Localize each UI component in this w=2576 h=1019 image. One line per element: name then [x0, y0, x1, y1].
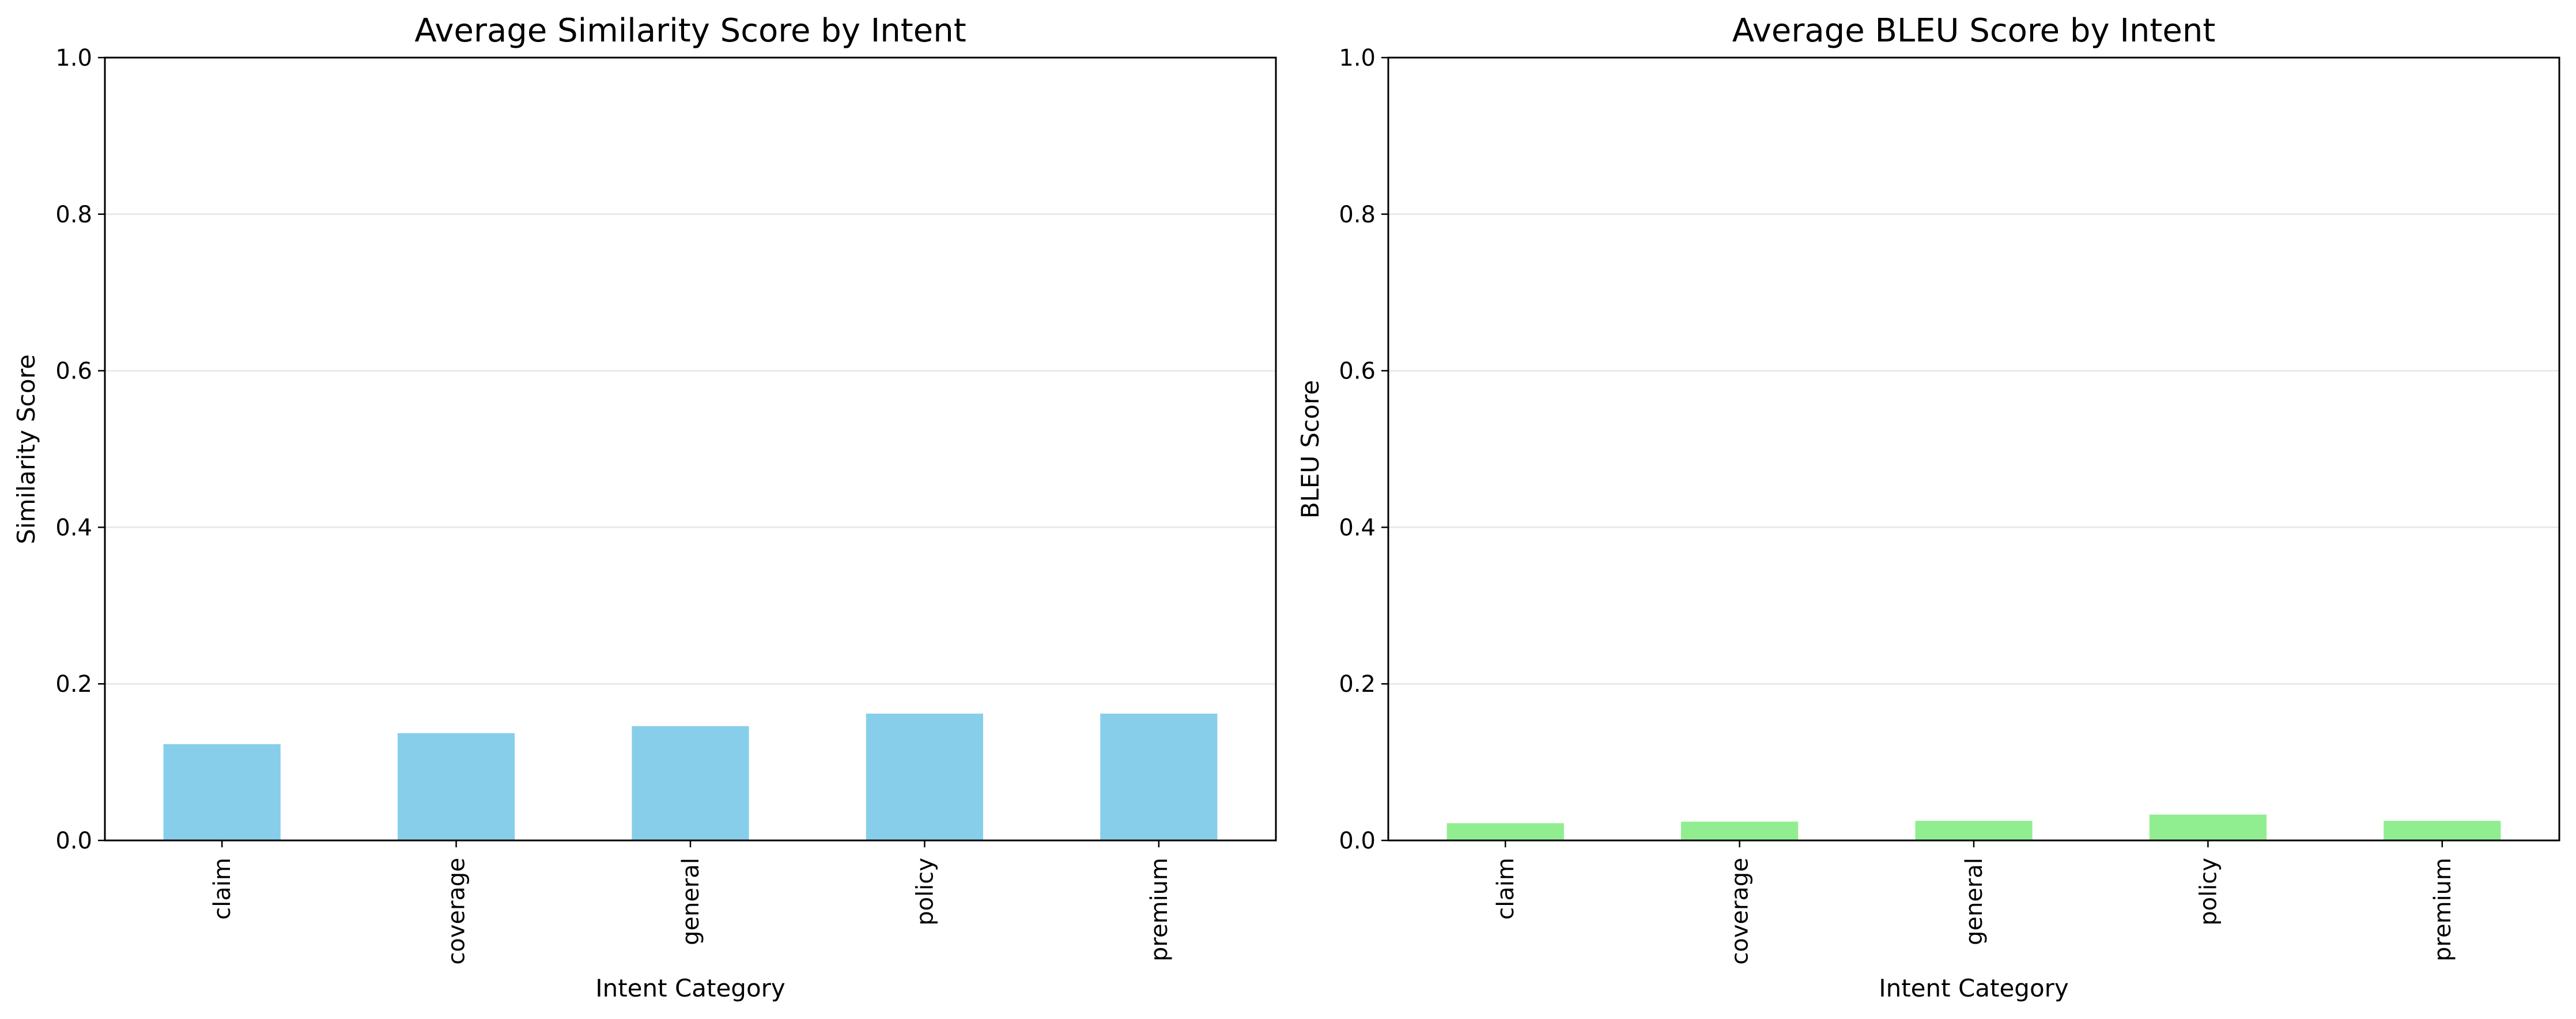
x-tick-label: claim — [1493, 858, 1519, 920]
x-tick-label: general — [1961, 858, 1988, 945]
bar-claim — [1446, 823, 1564, 840]
y-tick-label: 1.0 — [1339, 45, 1376, 71]
bar-coverage — [398, 733, 515, 840]
bar-policy — [866, 713, 983, 840]
bars — [1446, 815, 2501, 840]
y-tick-label: 0.8 — [55, 202, 92, 228]
x-tick-label: general — [678, 858, 704, 945]
bar-premium — [2384, 821, 2501, 840]
bar-coverage — [1681, 821, 1799, 840]
bars — [163, 713, 1218, 840]
y-tick-label: 0.6 — [1339, 358, 1376, 385]
y-tick-label: 0.2 — [1339, 671, 1376, 698]
bar-claim — [163, 744, 281, 840]
y-ticks: 0.0 0.2 0.4 0.6 0.8 1.0 — [1339, 45, 1388, 854]
y-tick-label: 1.0 — [55, 45, 92, 71]
x-tick-label: coverage — [1727, 858, 1754, 965]
grid-lines — [105, 213, 1276, 685]
y-axis-label: Similarity Score — [12, 354, 40, 544]
x-ticks: claim coverage general policy premium — [1493, 840, 2456, 965]
bar-premium — [1100, 713, 1218, 840]
plot-frame — [1387, 56, 2560, 842]
x-tick-label: policy — [912, 858, 938, 926]
y-ticks: 0.0 0.2 0.4 0.6 0.8 1.0 — [55, 45, 105, 854]
y-tick-label: 0.2 — [55, 671, 92, 698]
x-axis-label: Intent Category — [1879, 974, 2069, 1002]
chart-title: Average BLEU Score by Intent — [1732, 12, 2216, 50]
x-ticks: claim coverage general policy premium — [209, 840, 1173, 965]
grid-lines — [1388, 213, 2559, 685]
y-tick-label: 0.0 — [55, 828, 92, 854]
bleu-chart: Average BLEU Score by Intent Intent Cate… — [1296, 12, 2560, 1002]
y-tick-label: 0.4 — [55, 514, 92, 541]
similarity-chart: Average Similarity Score by Intent Inten… — [12, 12, 1277, 1002]
y-tick-label: 0.4 — [1339, 514, 1376, 541]
bar-general — [632, 726, 749, 840]
y-tick-label: 0.0 — [1339, 828, 1376, 854]
x-tick-label: policy — [2195, 858, 2222, 926]
x-axis-label: Intent Category — [595, 974, 785, 1002]
y-tick-label: 0.8 — [1339, 202, 1376, 228]
x-tick-label: claim — [209, 858, 236, 920]
bar-policy — [2149, 815, 2267, 840]
y-tick-label: 0.6 — [55, 358, 92, 385]
chart-title: Average Similarity Score by Intent — [414, 12, 966, 50]
y-axis-label: BLEU Score — [1296, 380, 1324, 518]
x-tick-label: premium — [1146, 858, 1173, 961]
x-tick-label: coverage — [444, 858, 470, 965]
x-tick-label: premium — [2430, 858, 2456, 961]
bar-general — [1915, 821, 2033, 840]
